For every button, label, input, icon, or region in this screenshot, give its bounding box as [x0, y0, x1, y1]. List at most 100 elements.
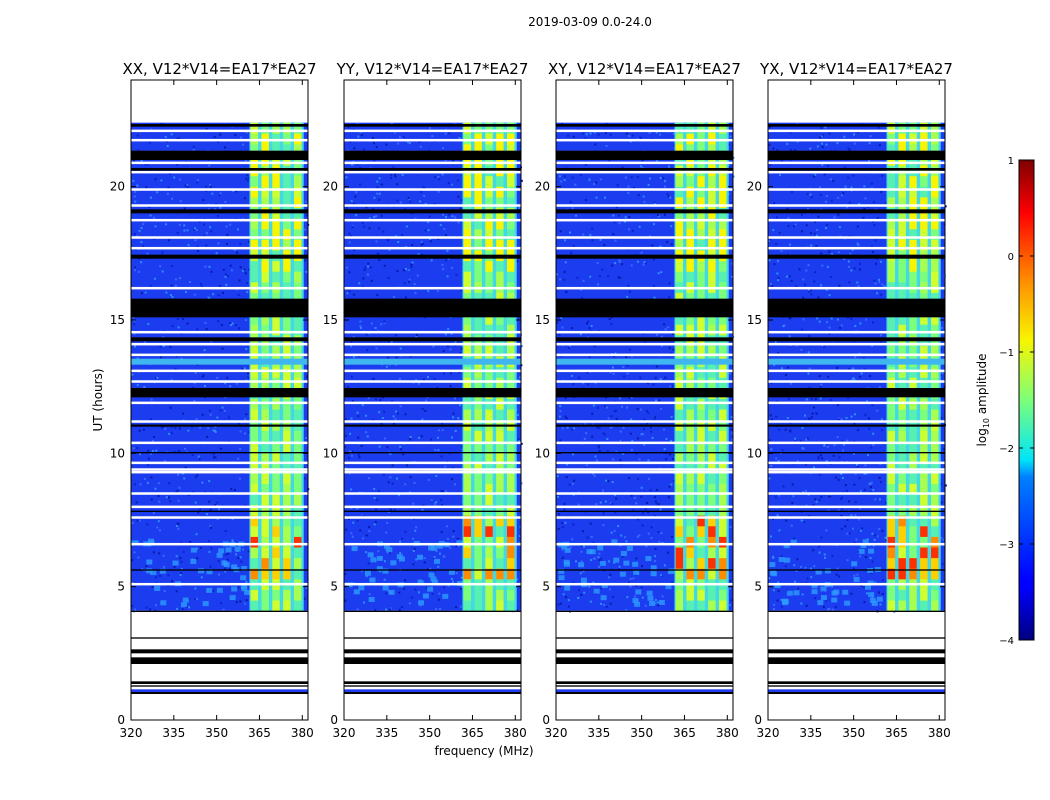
channel-cell [909, 462, 917, 474]
noise-pixel [640, 165, 643, 168]
noise-pixel [852, 527, 855, 530]
noise-pixel [559, 230, 562, 233]
flag-gap [344, 246, 521, 250]
noise-pixel [768, 206, 771, 209]
channel-cell [675, 515, 684, 527]
channel-cell [485, 493, 493, 506]
noise-pixel [865, 592, 868, 595]
channel-cell [697, 377, 705, 389]
noise-pixel [427, 290, 430, 293]
noise-pixel [818, 551, 821, 554]
noise-pixel [213, 208, 216, 211]
noise-pixel [515, 578, 518, 581]
signal-blob [650, 571, 657, 577]
channel-cell [675, 366, 684, 378]
channel-cell [931, 547, 939, 559]
noise-pixel [881, 529, 884, 532]
noise-pixel [635, 502, 638, 505]
flag-stripe [131, 510, 308, 512]
channel-cell [697, 154, 705, 166]
noise-pixel [668, 296, 671, 299]
noise-pixel [137, 270, 140, 273]
channel-cell [931, 271, 939, 283]
noise-pixel [822, 605, 825, 608]
channel-cell [496, 547, 504, 559]
noise-pixel [618, 276, 621, 279]
noise-pixel [631, 229, 634, 232]
channel-cell [261, 260, 269, 272]
flag-stripe [131, 388, 308, 398]
channel-cell [909, 228, 917, 240]
channel-cell [474, 536, 482, 548]
noise-pixel [876, 217, 879, 220]
noise-pixel [427, 478, 430, 481]
flag-gap [768, 330, 945, 334]
noise-pixel [848, 281, 851, 284]
noise-pixel [637, 437, 640, 440]
noise-pixel [375, 215, 378, 218]
noise-pixel [823, 345, 826, 348]
signal-blob [820, 595, 827, 601]
noise-pixel [806, 437, 809, 440]
flag-gap [344, 342, 521, 346]
noise-pixel [362, 601, 365, 604]
noise-pixel [373, 160, 376, 163]
noise-pixel [392, 296, 395, 299]
channel-cell [708, 271, 716, 283]
noise-pixel [820, 127, 823, 130]
noise-pixel [428, 215, 431, 218]
channel-cell [697, 143, 705, 155]
noise-pixel [828, 332, 831, 335]
noise-pixel [415, 379, 418, 382]
noise-pixel [829, 494, 832, 497]
channel-cell [909, 472, 917, 484]
noise-pixel [374, 508, 377, 511]
noise-pixel [818, 473, 821, 476]
noise-pixel [569, 200, 572, 203]
noise-pixel [570, 374, 573, 377]
channel-cell [708, 239, 716, 251]
noise-pixel [832, 454, 835, 457]
noise-pixel [145, 606, 148, 609]
channel-cell [708, 440, 716, 453]
channel-cell [920, 143, 928, 155]
noise-pixel [231, 517, 234, 520]
noise-pixel [186, 184, 189, 187]
noise-pixel [561, 122, 564, 125]
noise-pixel [784, 565, 787, 568]
channel-cell [920, 260, 928, 272]
channel-cell [294, 515, 302, 527]
noise-pixel [615, 417, 618, 420]
channel-cell [931, 409, 939, 421]
channel-cell [250, 462, 259, 474]
channel-cell [474, 239, 482, 251]
noise-pixel [516, 357, 519, 360]
channel-cell [887, 122, 896, 134]
noise-pixel [669, 352, 672, 355]
noise-pixel [837, 213, 840, 216]
noise-pixel [778, 529, 781, 532]
noise-pixel [636, 535, 639, 538]
noise-pixel [666, 240, 669, 243]
signal-blob [778, 557, 785, 563]
channel-cell [931, 143, 939, 155]
channel-cell [250, 228, 259, 240]
channel-cell [250, 451, 259, 463]
channel-cell [496, 462, 504, 474]
noise-pixel [800, 519, 803, 522]
low-data-row [556, 689, 733, 693]
noise-pixel [866, 538, 869, 541]
noise-pixel [447, 584, 450, 587]
noise-pixel [430, 259, 433, 262]
flag-gap [131, 420, 308, 423]
channel-cell [463, 345, 472, 357]
noise-pixel [151, 439, 154, 442]
noise-pixel [347, 456, 350, 459]
noise-pixel [599, 238, 602, 241]
noise-pixel [564, 261, 567, 264]
noise-pixel [636, 176, 639, 179]
channel-cell [719, 122, 727, 134]
channel-cell [485, 557, 493, 569]
noise-pixel [878, 386, 881, 389]
noise-pixel [433, 378, 436, 381]
